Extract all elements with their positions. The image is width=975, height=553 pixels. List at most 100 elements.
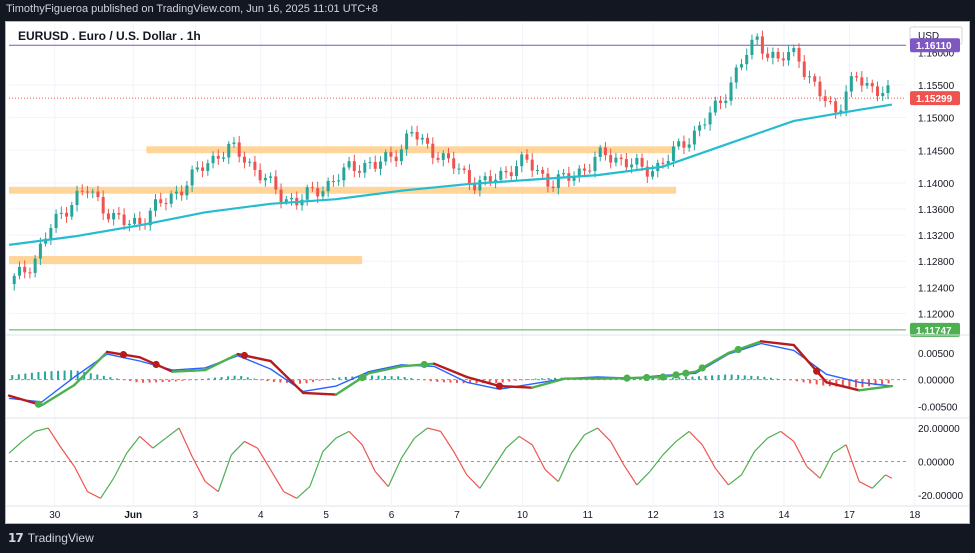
osc-segment-up <box>152 437 167 449</box>
macd-hist-bar-down <box>436 379 439 382</box>
osc-tick-label: 20.00000 <box>918 424 960 435</box>
osc-segment-down <box>244 440 258 449</box>
macd-hist-bar-up <box>102 375 105 380</box>
osc-segment-down <box>453 451 468 476</box>
crossover-dot <box>698 364 706 372</box>
osc-segment-down <box>87 491 101 499</box>
candle-up <box>269 176 273 178</box>
candle-down <box>776 51 780 59</box>
candle-up <box>630 164 634 168</box>
macd-hist-bar-up <box>214 377 217 380</box>
macd-hist-bar-down <box>266 379 269 382</box>
crossover-dot <box>659 373 667 381</box>
crossover-dot <box>672 371 680 379</box>
osc-segment-down <box>466 474 481 489</box>
osc-segment-down <box>270 469 285 492</box>
macd-hist-bar-down <box>501 379 504 383</box>
candle-up <box>713 100 717 113</box>
candle-down <box>860 77 864 86</box>
time-tick-label: 30 <box>49 510 61 521</box>
candle-down <box>473 183 477 191</box>
macd-hist-bar-down <box>299 379 302 384</box>
candle-up <box>290 197 294 200</box>
candle-down <box>828 101 832 103</box>
candle-up <box>572 177 576 181</box>
candle-down <box>525 154 529 160</box>
macd-hist-bar-up <box>750 375 753 380</box>
osc-segment-up <box>636 471 651 486</box>
macd-hist-bar-up <box>763 376 766 380</box>
macd-hist-bar-down <box>155 379 158 383</box>
macd-hist-bar-down <box>881 379 884 385</box>
candle-down <box>316 188 320 197</box>
candle-up <box>771 51 775 58</box>
price-tick-label: 1.13600 <box>918 205 955 216</box>
macd-hist-bar-up <box>240 376 243 380</box>
osc-segment-up <box>728 474 742 486</box>
osc-segment-down <box>688 430 703 446</box>
crossover-dot <box>240 351 249 360</box>
price-tick-label: 1.12000 <box>918 309 955 320</box>
osc-tick-label: -20.00000 <box>918 491 963 502</box>
signal-segment-down <box>759 340 795 347</box>
price-tick-label: 1.15000 <box>918 114 955 125</box>
candle-up <box>17 266 21 276</box>
osc-segment-down <box>47 427 62 449</box>
osc-segment-up <box>492 447 507 469</box>
signal-segment-down <box>825 381 861 392</box>
macd-hist-bar-up <box>639 378 642 380</box>
macd-hist-bar-up <box>671 377 674 380</box>
macd-hist-bar-up <box>541 378 544 380</box>
signal-segment-up <box>203 352 240 372</box>
osc-segment-down <box>139 435 154 449</box>
candle-up <box>441 153 445 160</box>
osc-segment-up <box>165 427 180 439</box>
macd-hist-bar-up <box>70 370 73 380</box>
candle-up <box>305 187 309 200</box>
osc-segment-down <box>885 474 893 479</box>
macd-hist-bar-down <box>142 379 145 383</box>
candle-up <box>839 110 843 113</box>
candle-down <box>101 197 105 214</box>
macd-hist-bar-down <box>789 379 792 381</box>
chart-svg[interactable]: EURUSD . Euro / U.S. Dollar . 1h USD 1.160… <box>6 22 969 523</box>
candle-down <box>624 159 628 168</box>
current-price-label: 1.15299 <box>916 94 953 105</box>
candle-up <box>248 161 252 163</box>
candle-up <box>284 199 288 202</box>
candle-up <box>792 48 796 52</box>
macd-hist-bar-down <box>815 379 818 385</box>
time-tick-label: 11 <box>583 510 594 521</box>
time-tick-label: 6 <box>389 510 395 521</box>
macd-hist-bar-down <box>861 379 864 388</box>
candle-down <box>823 96 827 102</box>
macd-hist-bar-up <box>410 378 413 380</box>
macd-hist-bar-up <box>351 376 354 380</box>
osc-segment-down <box>427 427 441 432</box>
macd-hist-bar-up <box>697 376 700 380</box>
macd-hist-bar-up <box>384 375 387 380</box>
macd-hist-bar-down <box>488 379 491 384</box>
macd-hist-bar-up <box>397 376 400 380</box>
osc-segment-up <box>505 435 520 449</box>
price-tick-label: 1.16000 <box>918 48 955 59</box>
osc-segment-down <box>701 444 716 469</box>
osc-segment-up <box>479 467 494 489</box>
candle-up <box>562 173 566 175</box>
candle-down <box>813 76 817 82</box>
macd-hist-bar-down <box>122 379 125 381</box>
osc-segment-up <box>296 486 311 499</box>
macd-hist-bar-down <box>835 379 838 387</box>
macd-line <box>8 342 892 403</box>
osc-segment-down <box>440 431 455 452</box>
macd-hist-bar-up <box>200 378 203 380</box>
candle-down <box>876 86 880 97</box>
candle-up <box>206 163 210 171</box>
candle-down <box>583 168 587 171</box>
candle-up <box>787 51 791 61</box>
candle-down <box>609 155 613 163</box>
candle-down <box>446 153 450 159</box>
candle-down <box>719 100 723 104</box>
macd-hist-bar-down <box>442 379 445 383</box>
macd-hist-bar-up <box>756 376 759 380</box>
